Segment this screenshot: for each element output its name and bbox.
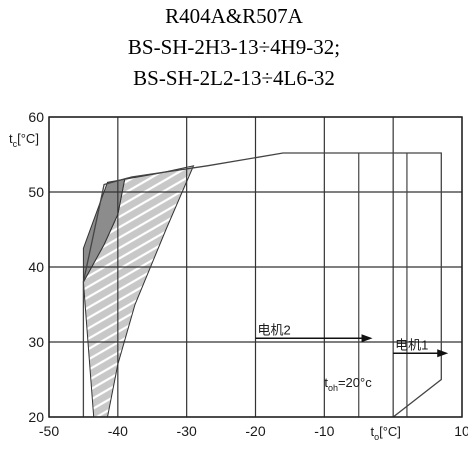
chart-title-line-2: BS-SH-2H3-13÷4H9-32; [127,35,341,59]
y-tick-label: 60 [28,109,44,125]
motor2-arrowhead [361,334,373,343]
x-tick-label: -50 [39,423,59,439]
x-axis-label: to[°C] [370,424,400,442]
y-tick-label: 50 [28,184,44,200]
y-tick-label: 20 [28,409,44,425]
x-tick-label: 10 [454,423,468,439]
superheat-label: toh=20°c [324,375,372,393]
motor2-label: 电机2 [258,322,291,337]
x-tick-label: -40 [108,423,128,439]
plot-frame [48,116,463,418]
x-tick-label: -10 [314,423,334,439]
x-tick-label: -20 [245,423,265,439]
chart-title-line-3: BS-SH-2L2-13÷4L6-32 [133,66,335,90]
envelope-outline [82,152,442,418]
y-tick-label: 40 [28,259,44,275]
chart-title-line-1: R404A&R507A [165,4,303,28]
y-tick-label: 30 [28,334,44,350]
x-tick-label: -30 [177,423,197,439]
motor1-arrowhead [437,349,449,358]
y-axis-label: tc[°C] [9,131,39,149]
motor1-label: 电机1 [395,337,428,352]
